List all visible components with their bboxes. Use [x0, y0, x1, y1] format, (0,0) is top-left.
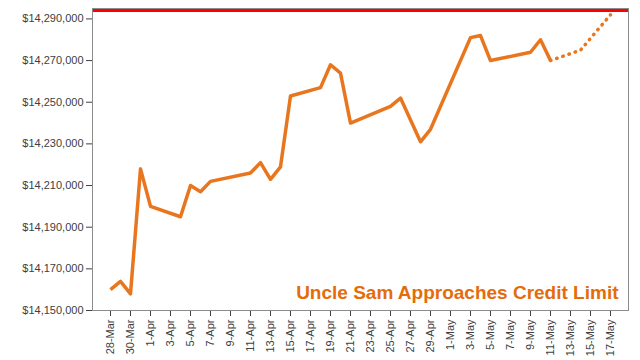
- svg-text:Uncle Sam Approaches Credit Li: Uncle Sam Approaches Credit Limit: [296, 282, 619, 303]
- svg-text:$14,190,000: $14,190,000: [22, 221, 83, 233]
- svg-text:19-Apr: 19-Apr: [324, 319, 336, 352]
- svg-text:28-Mar: 28-Mar: [104, 319, 116, 354]
- svg-text:29-Apr: 29-Apr: [424, 319, 436, 352]
- svg-text:5-Apr: 5-Apr: [184, 319, 196, 346]
- svg-text:7-Apr: 7-Apr: [204, 319, 216, 346]
- svg-text:$14,230,000: $14,230,000: [22, 137, 83, 149]
- svg-text:7-May: 7-May: [504, 319, 516, 350]
- svg-text:5-May: 5-May: [484, 319, 496, 350]
- svg-text:21-Apr: 21-Apr: [344, 319, 356, 352]
- svg-text:15-May: 15-May: [584, 319, 596, 356]
- svg-text:9-Apr: 9-Apr: [224, 319, 236, 346]
- svg-text:23-Apr: 23-Apr: [364, 319, 376, 352]
- svg-text:25-Apr: 25-Apr: [384, 319, 396, 352]
- svg-text:30-Mar: 30-Mar: [124, 319, 136, 354]
- svg-text:$14,170,000: $14,170,000: [22, 262, 83, 274]
- svg-text:1-Apr: 1-Apr: [144, 319, 156, 346]
- svg-text:3-Apr: 3-Apr: [164, 319, 176, 346]
- svg-text:13-Apr: 13-Apr: [264, 319, 276, 352]
- svg-text:13-May: 13-May: [564, 319, 576, 356]
- svg-text:11-Apr: 11-Apr: [244, 319, 256, 352]
- svg-text:3-May: 3-May: [464, 319, 476, 350]
- svg-text:$14,270,000: $14,270,000: [22, 54, 83, 66]
- svg-text:17-Apr: 17-Apr: [304, 319, 316, 352]
- svg-text:17-May: 17-May: [604, 319, 616, 356]
- svg-text:15-Apr: 15-Apr: [284, 319, 296, 352]
- svg-text:$14,210,000: $14,210,000: [22, 179, 83, 191]
- svg-text:11-May: 11-May: [544, 319, 556, 355]
- svg-text:9-May: 9-May: [524, 319, 536, 350]
- svg-text:$14,250,000: $14,250,000: [22, 96, 83, 108]
- svg-text:$14,290,000: $14,290,000: [22, 12, 83, 24]
- svg-text:$14,150,000: $14,150,000: [22, 304, 83, 316]
- svg-text:27-Apr: 27-Apr: [404, 319, 416, 352]
- svg-text:1-May: 1-May: [444, 319, 456, 350]
